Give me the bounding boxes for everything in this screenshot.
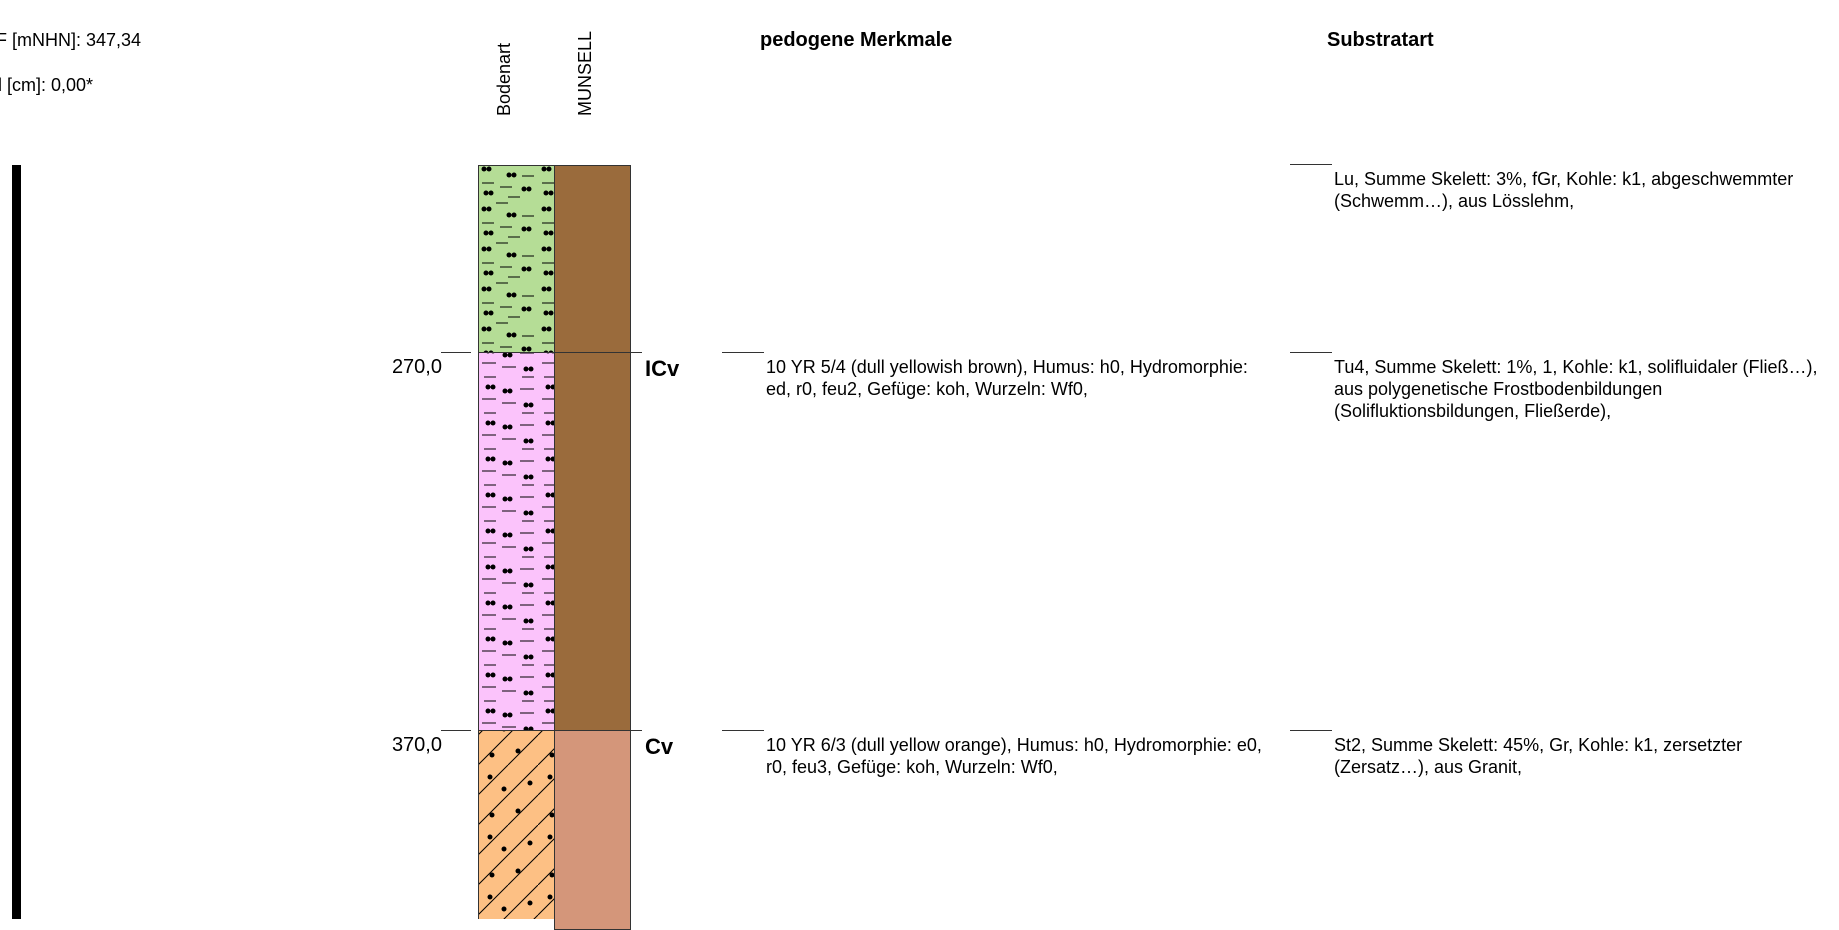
bodenart-layer-st2	[478, 730, 555, 919]
substrate-header: Substratart	[1327, 29, 1434, 51]
depth-tick-370	[441, 730, 471, 731]
munsell-header: MUNSELL	[575, 30, 595, 116]
horizon-label-icv: ICv	[645, 356, 680, 381]
pedogenic-header: pedogene Merkmale	[760, 29, 953, 51]
pedogenic-tick-3	[722, 730, 764, 731]
depth-label-270: 270,0	[391, 356, 442, 378]
boundary-line-370	[478, 730, 642, 731]
boundary-line-270	[478, 352, 642, 353]
munsell-layer-2	[554, 352, 631, 731]
elevation-label: OF [mNHN]: 347,34	[0, 30, 142, 50]
munsell-layer-1	[554, 165, 631, 353]
depth-label-370: 370,0	[391, 734, 442, 756]
groundwater-label: d [cm]: 0,00*	[0, 75, 94, 95]
pedogenic-text-2: 10 YR 5/4 (dull yellowish brown), Humus:…	[766, 357, 1248, 399]
depth-tick-270	[441, 352, 471, 353]
bodenart-layer-lu	[478, 165, 555, 353]
depth-axis-bar	[12, 165, 21, 919]
substrate-text-2: Tu4, Summe Skelett: 1%, 1, Kohle: k1, so…	[1334, 357, 1818, 421]
bodenart-layer-tu4	[478, 352, 555, 731]
horizon-label-cv: Cv	[645, 734, 674, 759]
pedogenic-text-3: 10 YR 6/3 (dull yellow orange), Humus: h…	[766, 735, 1262, 777]
bodenart-header: Bodenart	[494, 42, 514, 116]
bodenart-column	[478, 165, 555, 919]
substrate-tick-1	[1290, 164, 1332, 165]
substrate-tick-3	[1290, 730, 1332, 731]
substrate-text-3: St2, Summe Skelett: 45%, Gr, Kohle: k1, …	[1334, 735, 1743, 777]
substrate-text-1: Lu, Summe Skelett: 3%, fGr, Kohle: k1, a…	[1334, 169, 1794, 211]
munsell-layer-3	[554, 730, 631, 930]
pedogenic-tick-2	[722, 352, 764, 353]
substrate-tick-2	[1290, 352, 1332, 353]
